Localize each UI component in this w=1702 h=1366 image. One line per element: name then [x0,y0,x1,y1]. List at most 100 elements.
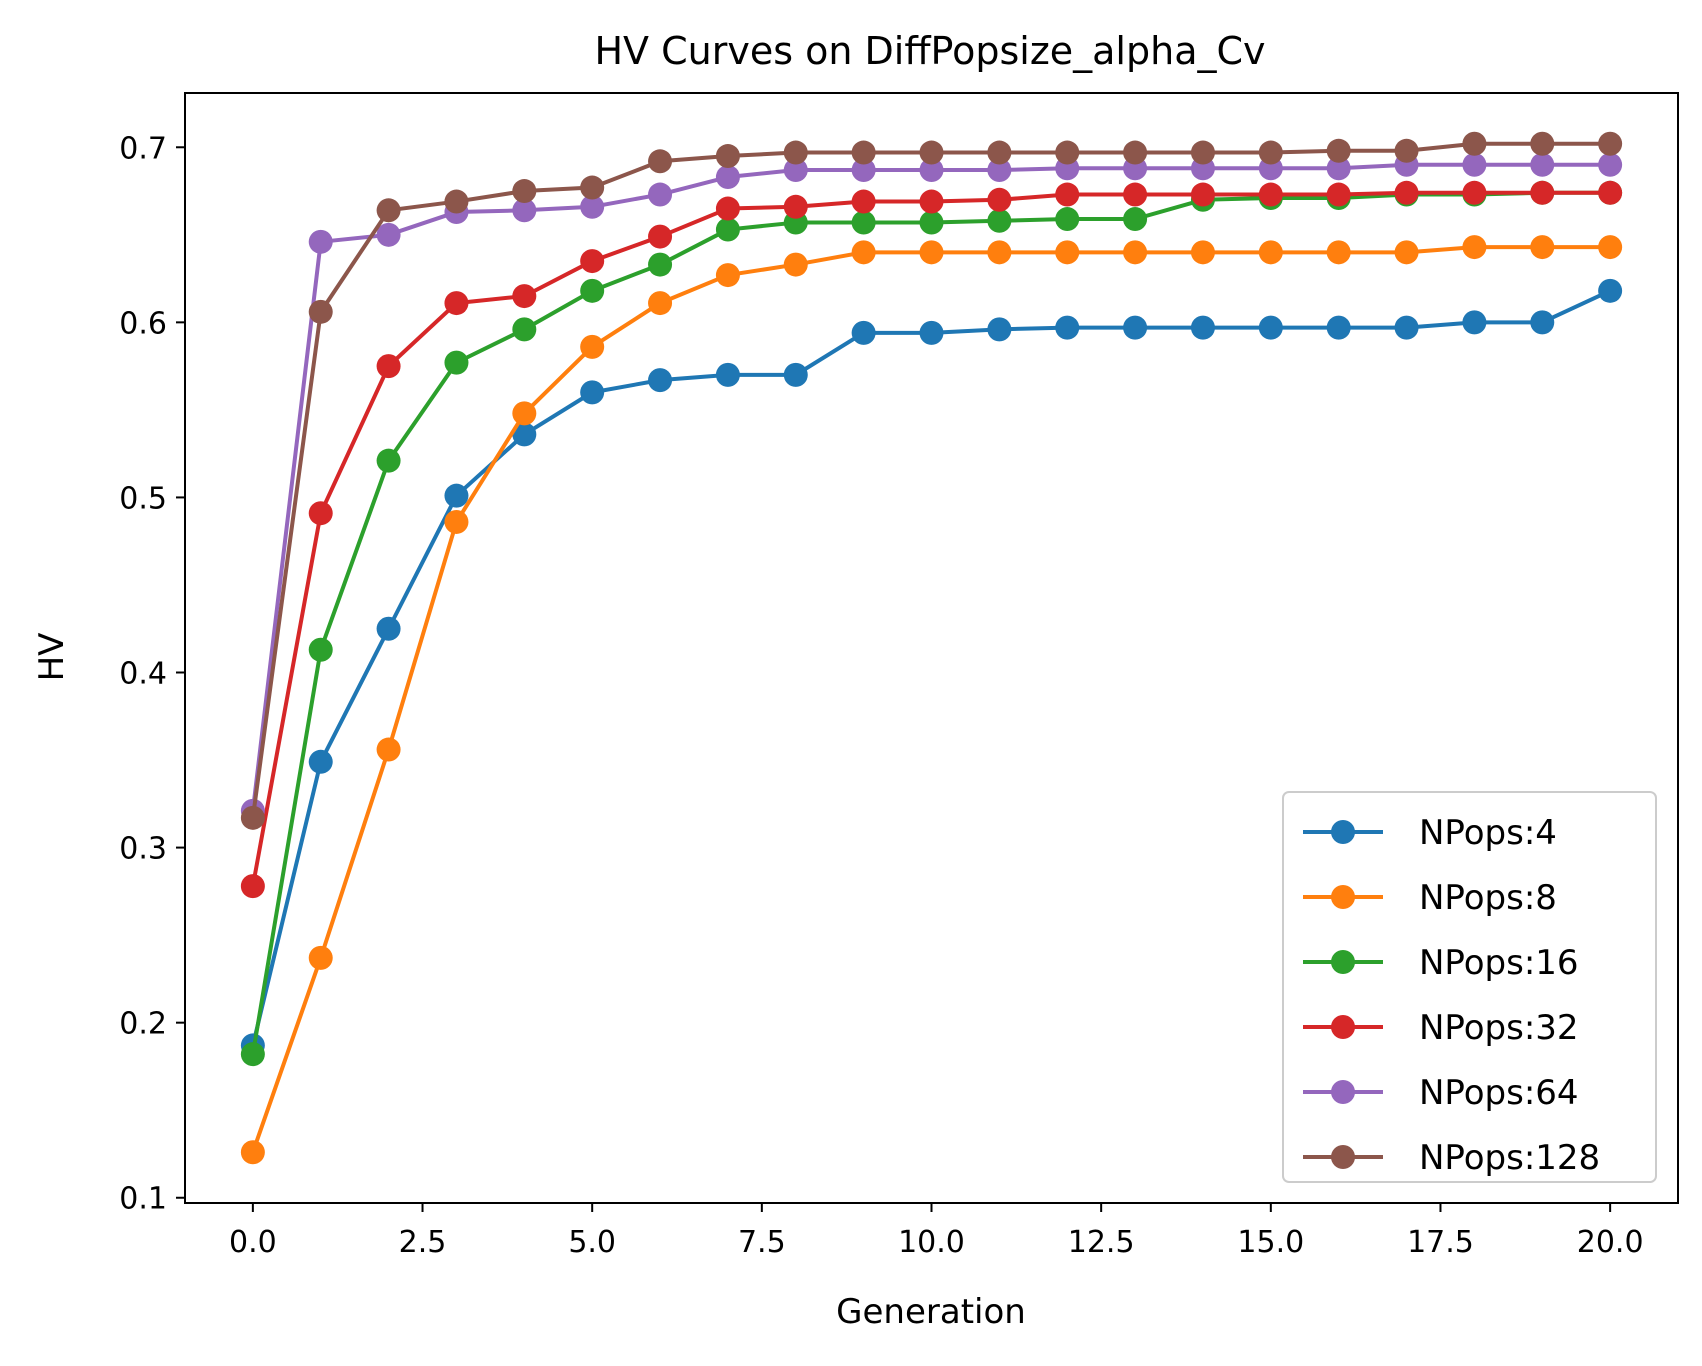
data-point [987,158,1012,183]
data-point [1055,315,1080,340]
data-point [308,637,333,662]
data-point [376,448,401,473]
data-point [783,252,808,277]
data-point [444,483,469,508]
data-point [1123,182,1148,207]
data-point [1258,182,1283,207]
data-point [1394,240,1419,265]
data-point [1190,140,1215,165]
data-point [1326,315,1351,340]
data-point [580,194,605,219]
x-tick-label: 15.0 [1237,1225,1304,1260]
data-point [715,144,740,169]
data-point [1326,182,1351,207]
data-point [919,240,944,265]
data-point [851,240,876,265]
legend-label: NPops:128 [1419,1138,1600,1178]
data-point [919,158,944,183]
legend-label: NPops:8 [1419,878,1557,918]
legend-label: NPops:16 [1419,943,1579,983]
legend-entry: NPops:4 [1303,813,1557,853]
data-point [715,217,740,242]
legend-marker [1331,1145,1355,1169]
data-point [308,501,333,526]
data-point [1190,315,1215,340]
data-point [851,320,876,345]
data-point [851,210,876,235]
data-point [580,278,605,303]
data-point [1258,315,1283,340]
x-axis-label: Generation [836,1292,1026,1332]
data-point [1462,131,1487,156]
y-tick-label: 0.7 [119,131,167,166]
data-point [1598,152,1623,177]
legend-label: NPops:32 [1419,1008,1579,1048]
data-point [1462,310,1487,335]
y-tick-label: 0.5 [119,481,167,516]
data-point [580,249,605,274]
data-point [1055,240,1080,265]
data-point [1055,140,1080,165]
data-point [783,140,808,165]
y-tick-label: 0.1 [119,1182,167,1217]
data-point [1190,182,1215,207]
data-point [1462,180,1487,205]
data-point [919,210,944,235]
data-point [444,189,469,214]
data-point [715,362,740,387]
data-point [376,198,401,223]
data-point [1123,315,1148,340]
legend-label: NPops:64 [1419,1073,1579,1113]
data-point [308,299,333,324]
x-tick-label: 2.5 [399,1225,447,1260]
data-point [512,179,537,204]
data-point [783,158,808,183]
legend-box [1282,791,1657,1183]
data-point [1326,138,1351,163]
data-point [987,317,1012,342]
series-npops-32 [240,180,1623,899]
legend: NPops:4 NPops:8 NPops:16 NPops:32 NPops:64 NP… [1282,791,1657,1183]
data-point [580,175,605,200]
legend-marker [1331,820,1355,844]
data-point [1258,140,1283,165]
data-point [1530,152,1555,177]
data-point [1530,235,1555,260]
data-point [1530,180,1555,205]
data-point [376,616,401,641]
data-point [376,737,401,762]
y-tick-label: 0.3 [119,832,167,867]
series-npops-128 [240,131,1623,830]
data-point [1190,240,1215,265]
data-point [240,1140,265,1165]
x-tick-label: 20.0 [1577,1225,1644,1260]
data-point [1394,138,1419,163]
data-point [648,182,673,207]
data-point [1055,207,1080,232]
data-point [1530,310,1555,335]
legend-marker [1331,885,1355,909]
data-point [1394,315,1419,340]
data-point [1598,180,1623,205]
x-tick-label: 10.0 [898,1225,965,1260]
data-point [648,291,673,316]
data-point [1394,180,1419,205]
data-point [240,874,265,899]
data-point [648,368,673,393]
data-point [1326,240,1351,265]
data-point [1123,240,1148,265]
data-point [919,189,944,214]
data-point [783,362,808,387]
legend-marker [1331,950,1355,974]
legend-entry: NPops:16 [1303,943,1579,983]
data-point [580,380,605,405]
series-npops-8 [240,235,1623,1165]
data-point [240,805,265,830]
y-axis-ticks: 0.1 0.2 0.3 0.4 0.5 0.6 0.7 [119,131,185,1217]
legend-marker [1331,1015,1355,1039]
data-point [1123,207,1148,232]
data-point [444,291,469,316]
data-point [648,224,673,249]
y-tick-label: 0.4 [119,657,167,692]
data-point [1598,278,1623,303]
